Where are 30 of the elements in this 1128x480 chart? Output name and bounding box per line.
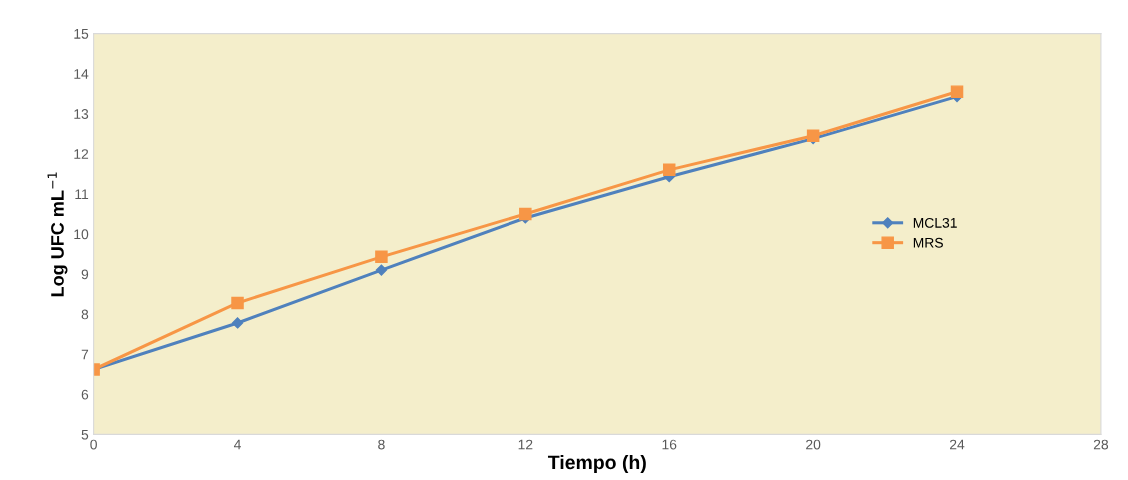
x-tick-label: 20 [806, 439, 821, 450]
y-tick-label: 11 [75, 189, 89, 199]
x-tick-label: 24 [950, 439, 965, 450]
y-tick-label: 14 [74, 69, 89, 79]
x-tick-label: 8 [378, 439, 385, 450]
y-tick-label: 5 [81, 429, 89, 440]
legend-label: MRS [913, 237, 943, 248]
y-axis-title: Log UFC mL$^{−1}$ [47, 172, 68, 297]
point [519, 207, 532, 221]
x-tick-label: 28 [1093, 439, 1109, 450]
y-tick-label: 15 [74, 29, 89, 39]
y-tick-label: 8 [81, 309, 89, 320]
y-tick-label: 10 [74, 229, 89, 240]
point [375, 250, 388, 264]
x-tick-label: 0 [90, 439, 97, 450]
point [231, 296, 244, 310]
x-tick-label: 4 [233, 439, 241, 450]
point [950, 85, 964, 98]
y-tick-label: 13 [74, 109, 89, 119]
y-tick-label: 7 [81, 349, 89, 360]
point [662, 163, 676, 177]
y-tick-label: 9 [81, 269, 89, 280]
legend-label: MCL31 [913, 217, 957, 228]
x-axis-title: Tiempo (h) [547, 454, 646, 474]
point [375, 264, 388, 276]
y-tick-label: 6 [81, 389, 89, 400]
x-tick-label: 12 [518, 439, 533, 450]
y-tick-label: 12 [74, 149, 89, 159]
x-tick-label: 16 [662, 439, 677, 450]
point [231, 317, 244, 329]
